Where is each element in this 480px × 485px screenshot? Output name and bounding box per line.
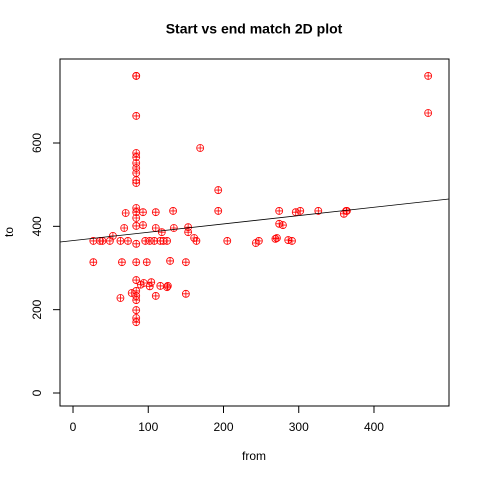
point (116, 237, 125, 245)
point (296, 207, 305, 215)
point (127, 289, 136, 297)
point (169, 224, 178, 232)
point (116, 294, 125, 302)
point (223, 237, 232, 245)
point (196, 144, 205, 152)
point (132, 169, 141, 177)
point (163, 237, 171, 245)
y-axis-label: to (2, 227, 16, 237)
point (151, 208, 160, 217)
chart-title: Start vs end match 2D plot (166, 21, 343, 37)
y-tick-label: 400 (30, 216, 44, 236)
point (105, 237, 114, 245)
point (291, 208, 300, 217)
point (147, 278, 156, 287)
point (136, 280, 145, 289)
x-tick-label: 200 (213, 420, 233, 434)
point (132, 72, 141, 80)
point (132, 287, 141, 295)
point (132, 214, 141, 222)
point (214, 186, 223, 194)
x-tick-label: 400 (364, 420, 384, 434)
y-tick-label: 200 (30, 299, 44, 319)
point (424, 109, 433, 117)
point (184, 228, 193, 237)
point (156, 282, 165, 290)
x-tick-label: 0 (70, 420, 77, 434)
point (132, 258, 141, 267)
point (214, 207, 223, 215)
point (124, 237, 132, 245)
trend-line (60, 198, 449, 243)
point (279, 221, 287, 229)
point (151, 292, 160, 300)
point (254, 237, 263, 245)
point (118, 258, 126, 267)
point (132, 318, 141, 327)
point (424, 72, 433, 80)
point (132, 222, 141, 230)
point (132, 276, 141, 284)
point (275, 207, 284, 215)
point (98, 237, 107, 245)
point (132, 179, 141, 187)
point (163, 282, 172, 290)
y-tick-label: 600 (30, 133, 44, 153)
point (181, 258, 190, 267)
point (273, 234, 281, 242)
point (89, 258, 98, 267)
point (121, 209, 130, 217)
point (139, 221, 147, 229)
x-tick-label: 300 (289, 420, 309, 434)
point (120, 224, 129, 232)
point (132, 306, 141, 314)
point (169, 207, 177, 215)
point (139, 208, 147, 217)
point (142, 258, 151, 267)
y-tick-label: 0 (30, 389, 44, 396)
x-axis-label: from (242, 449, 266, 463)
point (132, 112, 141, 120)
point (151, 224, 160, 232)
point (166, 257, 174, 265)
point (181, 289, 190, 298)
point (288, 237, 296, 245)
point (132, 296, 141, 304)
point (132, 239, 141, 248)
point (157, 228, 166, 237)
x-tick-label: 100 (138, 420, 158, 434)
point (192, 237, 201, 245)
